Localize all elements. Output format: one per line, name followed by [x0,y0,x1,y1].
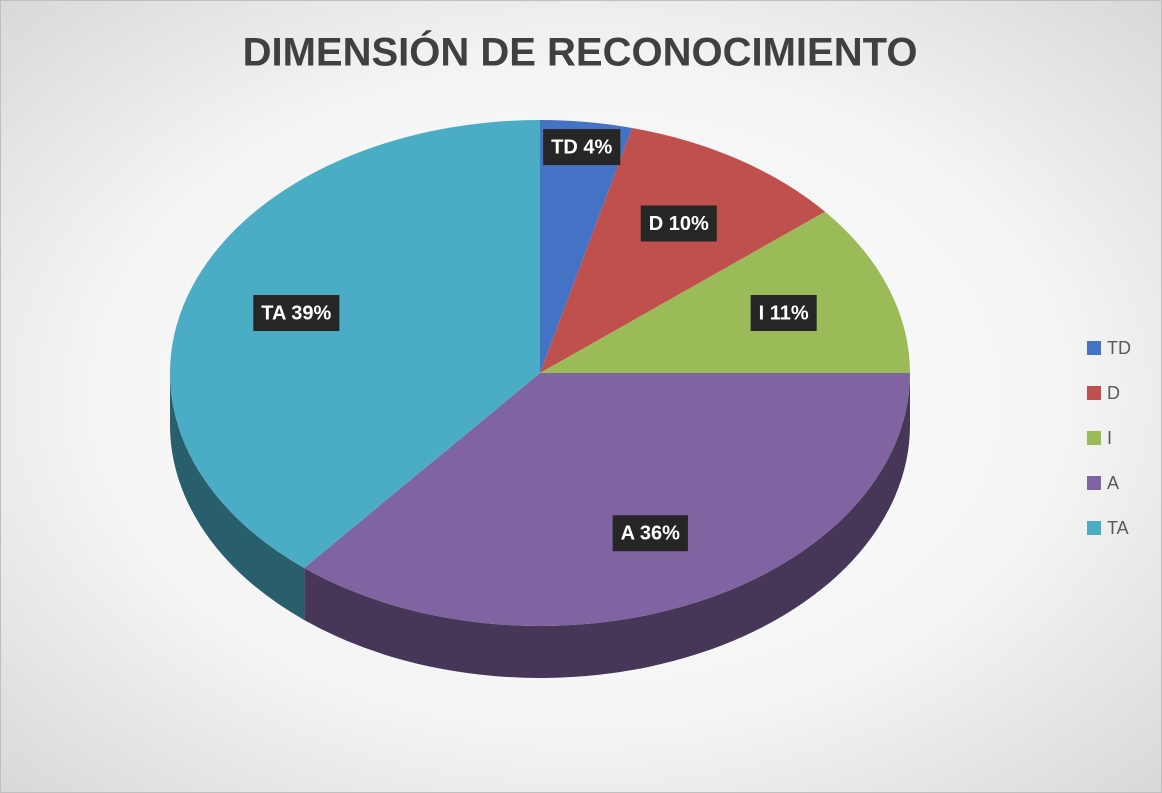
data-label-text: I 11% [759,302,809,324]
legend-label: D [1107,383,1120,403]
data-label-box [612,515,688,552]
data-label-box [543,129,621,166]
data-label-box [253,295,340,332]
slice-side [170,373,305,620]
slice-side [304,373,910,679]
legend-swatch [1087,341,1101,355]
data-label: TD 4% [543,129,621,166]
legend-label: TA [1107,518,1129,538]
data-label: TA 39% [253,295,340,332]
data-label: D 10% [640,205,717,242]
slice [304,373,910,627]
legend-label: A [1107,473,1119,493]
slice [540,211,910,373]
slice [540,127,826,374]
data-label: I 11% [750,295,817,332]
data-label-text: TD 4% [551,136,612,158]
data-label: A 36% [612,515,688,552]
slice [540,120,633,373]
legend-swatch [1087,476,1101,490]
legend-swatch [1087,386,1101,400]
data-label-text: TA 39% [261,302,331,324]
legend-swatch [1087,521,1101,535]
legend-swatch [1087,431,1101,445]
legend-label: TD [1107,338,1131,358]
slice [169,119,540,568]
data-label-text: D 10% [649,213,709,235]
chart-title: DIMENSIÓN DE RECONOCIMIENTO [243,29,918,75]
legend-label: I [1107,428,1112,448]
data-label-text: A 36% [621,523,681,545]
data-label-box [640,205,717,242]
data-label-box [750,295,817,332]
